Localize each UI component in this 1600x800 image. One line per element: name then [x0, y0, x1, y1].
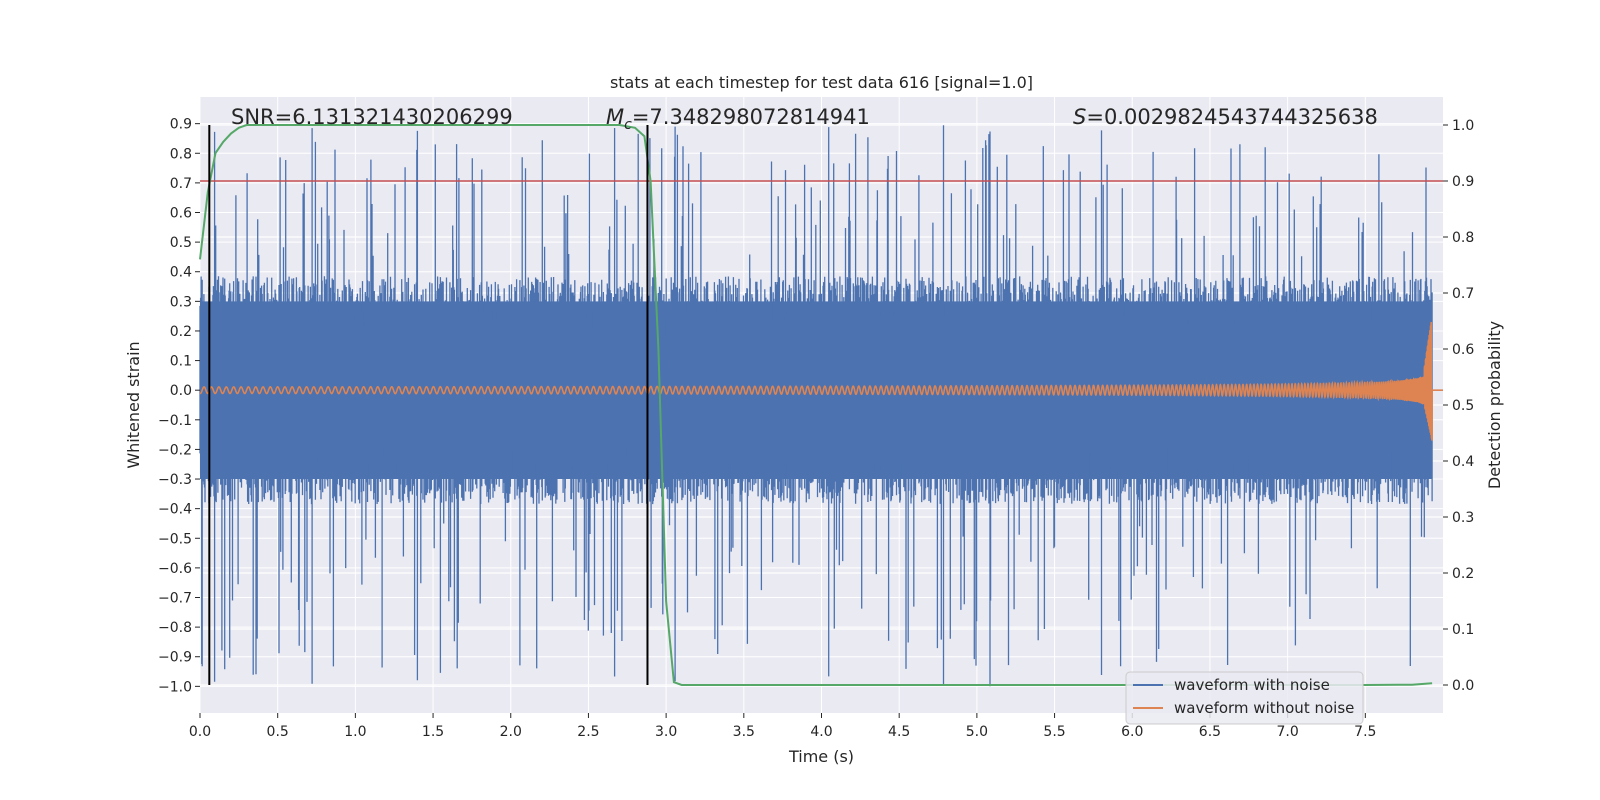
y-left-tick-label: −0.6	[158, 561, 192, 577]
x-tick-label: 3.0	[655, 724, 677, 740]
legend-box	[1125, 671, 1364, 725]
y-axis-label-left: Whitened strain	[124, 341, 143, 468]
y-right-tick-label: 0.7	[1452, 286, 1474, 302]
mc-subscript: c	[624, 117, 632, 133]
y-left-tick-label: −0.1	[158, 413, 192, 429]
y-right-tick-label: 0.9	[1452, 174, 1474, 190]
y-left-tick-label: 0.3	[170, 294, 192, 310]
x-tick-label: 4.0	[810, 724, 832, 740]
y-left-tick-label: 0.5	[170, 235, 192, 251]
y-left-tick-label: −1.0	[158, 679, 192, 695]
x-tick-label: 7.5	[1354, 724, 1376, 740]
y-left-tick-label: 0.1	[170, 354, 192, 370]
y-axis-label-right: Detection probability	[1485, 321, 1504, 489]
x-tick-label: 5.5	[1043, 724, 1065, 740]
x-tick-label: 0.5	[267, 724, 289, 740]
s-annotation: S=0.0029824543744325638	[1073, 105, 1378, 129]
y-left-tick-label: −0.8	[158, 620, 192, 636]
snr-annotation: SNR=6.131321430206299	[231, 105, 513, 129]
x-tick-label: 0.0	[189, 724, 211, 740]
y-left-tick-label: −0.7	[158, 591, 192, 607]
y-left-tick-label: 0.9	[170, 117, 192, 133]
legend-label-clean: waveform without noise	[1174, 699, 1354, 717]
y-left-tick-label: −0.4	[158, 502, 192, 518]
y-right-tick-label: 0.1	[1452, 622, 1474, 638]
x-tick-label: 2.5	[577, 724, 599, 740]
s-symbol: S	[1073, 105, 1086, 129]
y-right-tick-label: 0.3	[1452, 510, 1474, 526]
chart-title: stats at each timestep for test data 616…	[610, 73, 1033, 92]
legend-label-noise: waveform with noise	[1174, 676, 1330, 694]
y-right-tick-label: 0.6	[1452, 342, 1474, 358]
x-tick-label: 1.0	[344, 724, 366, 740]
y-right-tick-label: 0.4	[1452, 454, 1474, 470]
y-left-tick-label: 0.4	[170, 265, 192, 281]
y-left-tick-label: 0.2	[170, 324, 192, 340]
y-right-tick-label: 0.8	[1452, 230, 1474, 246]
s-value: =0.0029824543744325638	[1086, 105, 1378, 129]
x-axis-label: Time (s)	[788, 747, 854, 766]
x-tick-label: 1.5	[422, 724, 444, 740]
y-right-tick-label: 1.0	[1452, 118, 1474, 134]
y-left-tick-label: 0.8	[170, 146, 192, 162]
mc-symbol: M	[606, 105, 624, 129]
x-tick-label: 5.0	[966, 724, 988, 740]
axes: 0.0 0.5 1.0 1.5 2.0 2.5 3.0 3.5 4.0 4.5 5.0 5.5 6.0 6…	[158, 117, 1474, 740]
x-tick-label: 6.5	[1199, 724, 1221, 740]
y-left-tick-label: −0.2	[158, 442, 192, 458]
y-left-tick-label: −0.9	[158, 650, 192, 666]
y-left-tick-label: 0.6	[170, 206, 192, 222]
y-right-tick-label: 0.5	[1452, 398, 1474, 414]
x-tick-label: 6.0	[1121, 724, 1143, 740]
y-left-tick-label: −0.3	[158, 472, 192, 488]
series-waveform-with-noise	[199, 125, 1433, 687]
mc-value: =7.348298072814941	[632, 105, 870, 129]
series-detection-probability	[199, 124, 1433, 686]
x-tick-label: 7.0	[1276, 724, 1298, 740]
chirp-mass-annotation: Mc=7.348298072814941	[606, 105, 870, 133]
x-tick-label: 3.5	[733, 724, 755, 740]
y-left-tick-label: 0.0	[170, 383, 192, 399]
legend: waveform with noise waveform without noi…	[1125, 671, 1364, 725]
y-right-tick-label: 0.0	[1452, 678, 1474, 694]
x-tick-label: 4.5	[888, 724, 910, 740]
y-left-tick-label: −0.5	[158, 531, 192, 547]
series-layer	[199, 124, 1443, 687]
x-tick-label: 2.0	[500, 724, 522, 740]
y-right-tick-label: 0.2	[1452, 566, 1474, 582]
y-left-tick-label: 0.7	[170, 176, 192, 192]
series-waveform-without-noise	[199, 321, 1443, 441]
